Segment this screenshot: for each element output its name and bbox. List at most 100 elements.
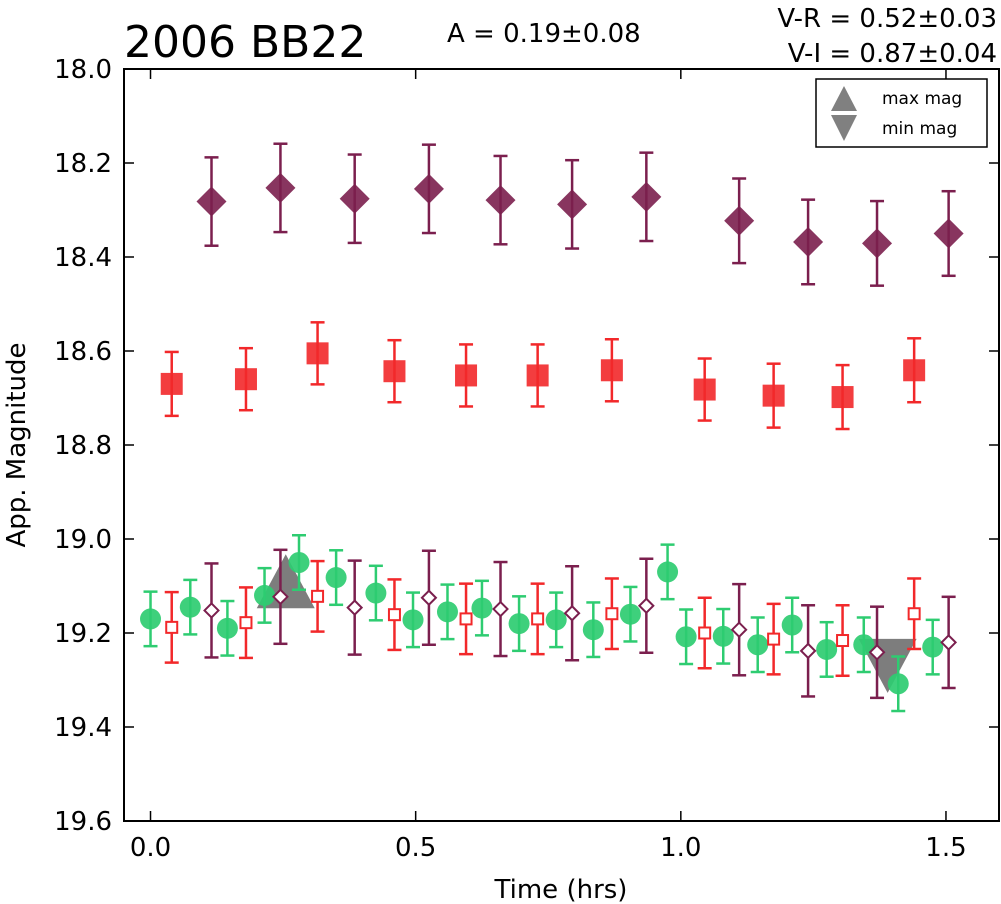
square-marker — [600, 359, 623, 382]
circle-marker — [216, 617, 238, 639]
square-marker — [693, 378, 716, 401]
diamond-marker — [557, 189, 588, 220]
legend: max mag min mag — [815, 78, 988, 148]
data-point — [238, 586, 253, 660]
data-point — [545, 591, 567, 649]
diamond-marker — [339, 183, 370, 214]
data-point — [600, 338, 623, 403]
data-point — [697, 596, 712, 670]
circle-marker — [712, 625, 734, 647]
circle-marker — [657, 561, 679, 583]
circle-marker — [619, 603, 641, 625]
data-point — [747, 616, 769, 674]
data-point — [140, 590, 162, 648]
data-point — [160, 350, 183, 418]
data-point — [346, 559, 364, 656]
circle-marker — [325, 567, 347, 589]
open-diamond-marker — [637, 597, 655, 615]
open-diamond-marker — [272, 588, 289, 606]
data-point — [526, 343, 549, 408]
open-diamond-marker — [492, 600, 509, 618]
data-point — [492, 560, 509, 658]
y-tick-label: 19.6 — [54, 807, 112, 837]
data-point — [436, 583, 458, 641]
data-point — [164, 590, 179, 664]
v-r-annotation: V-R = 0.52±0.03 — [777, 4, 997, 34]
square-marker — [306, 342, 329, 365]
data-point — [604, 577, 619, 651]
data-point — [637, 557, 655, 654]
data-point — [254, 566, 276, 624]
data-point — [619, 585, 641, 643]
open-square-marker — [767, 632, 781, 646]
diamond-marker — [793, 226, 824, 257]
data-point — [766, 602, 781, 676]
diamond-marker — [933, 218, 964, 249]
diamond-marker — [265, 172, 296, 203]
data-point — [179, 578, 201, 636]
circle-marker — [853, 634, 875, 656]
data-point — [413, 143, 444, 235]
legend-min-mag-label: min mag — [882, 119, 957, 139]
x-tick-label: 0.0 — [130, 833, 171, 863]
data-point — [887, 655, 909, 713]
y-tick-label: 18.2 — [54, 149, 112, 179]
data-point — [675, 608, 697, 666]
data-point — [455, 343, 478, 408]
data-point — [940, 595, 958, 690]
circle-marker — [922, 636, 944, 658]
y-tick-label: 18.0 — [54, 55, 112, 85]
v-i-annotation: V-I = 0.87±0.04 — [788, 39, 997, 69]
open-square-marker — [311, 589, 325, 603]
data-point — [325, 549, 347, 607]
legend-max-mag-label: max mag — [882, 89, 962, 109]
open-square-marker — [387, 608, 401, 622]
data-point — [272, 548, 289, 646]
open-square-marker — [239, 616, 253, 630]
square-marker — [455, 364, 478, 387]
diamond-marker — [631, 181, 662, 212]
open-diamond-marker — [203, 602, 220, 619]
diamond-marker — [413, 173, 444, 204]
data-point — [816, 620, 838, 678]
data-point — [712, 607, 734, 665]
y-tick-label: 19.4 — [54, 713, 112, 743]
data-point — [420, 549, 438, 646]
data-point — [310, 559, 325, 633]
data-point — [853, 616, 875, 674]
circle-marker — [140, 608, 162, 630]
diamond-marker — [862, 228, 893, 259]
square-marker — [526, 364, 549, 387]
data-point — [402, 591, 424, 649]
circle-marker — [179, 596, 201, 618]
data-point — [631, 151, 662, 243]
data-point — [903, 337, 926, 404]
chart-title: 2006 BB22 — [124, 17, 366, 68]
data-point — [508, 595, 530, 653]
circle-marker — [887, 673, 909, 695]
data-points — [140, 142, 964, 713]
circle-marker — [402, 609, 424, 631]
y-tick-label: 19.0 — [54, 525, 112, 555]
open-diamond-marker — [940, 633, 958, 651]
data-point — [563, 565, 581, 662]
circle-marker — [675, 626, 697, 648]
data-point — [265, 142, 296, 234]
square-marker — [762, 384, 785, 407]
y-tick-label: 18.8 — [54, 431, 112, 461]
data-point — [203, 562, 220, 659]
y-axis-label: App. Magnitude — [2, 342, 32, 547]
legend-triangle-down-icon — [831, 115, 857, 141]
data-point — [387, 578, 402, 652]
legend-triangle-up-icon — [831, 86, 857, 111]
open-square-marker — [605, 607, 619, 621]
open-square-marker — [531, 612, 545, 626]
open-diamond-marker — [868, 643, 886, 661]
y-tick-label: 19.2 — [54, 619, 112, 649]
open-diamond-marker — [346, 599, 364, 617]
circle-marker — [582, 619, 604, 641]
data-point — [868, 605, 886, 700]
data-point — [693, 357, 716, 422]
